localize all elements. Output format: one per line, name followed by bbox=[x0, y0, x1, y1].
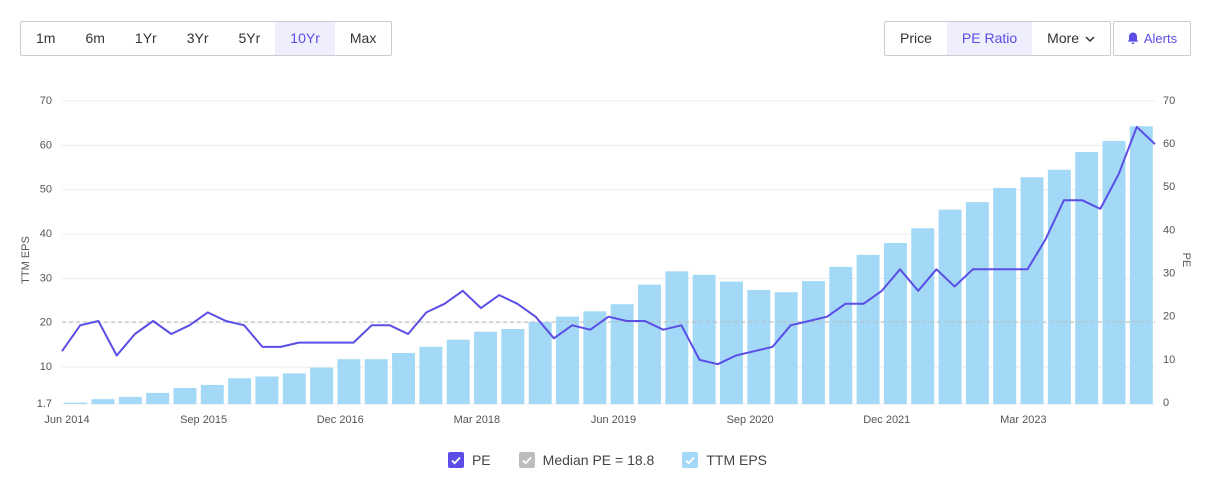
y-tick-label: 50 bbox=[40, 184, 52, 196]
x-tick-label: Mar 2023 bbox=[1000, 414, 1046, 426]
x-tick-label: Dec 2021 bbox=[863, 414, 910, 426]
bar bbox=[364, 359, 388, 404]
y2-tick-label: 30 bbox=[1163, 267, 1175, 279]
bar bbox=[446, 339, 470, 404]
bar bbox=[91, 399, 115, 404]
bar bbox=[993, 187, 1017, 404]
y2-tick-label: 40 bbox=[1163, 224, 1175, 236]
bar bbox=[255, 376, 279, 404]
bar bbox=[1020, 177, 1044, 404]
bar bbox=[747, 289, 771, 404]
check-mark bbox=[522, 456, 532, 465]
bar bbox=[1102, 140, 1126, 404]
bar bbox=[665, 271, 689, 404]
bar bbox=[64, 402, 88, 404]
bar bbox=[556, 316, 579, 404]
y-tick-label: 40 bbox=[40, 228, 52, 240]
range-button[interactable]: 5Yr bbox=[238, 30, 261, 46]
bar bbox=[474, 331, 498, 404]
bar bbox=[310, 367, 334, 404]
bar bbox=[173, 388, 197, 404]
bar bbox=[419, 346, 443, 404]
range-button[interactable]: 1Yr bbox=[134, 30, 157, 46]
bar bbox=[392, 352, 416, 404]
legend-item[interactable]: PE bbox=[447, 452, 491, 468]
range-button[interactable]: 1m bbox=[36, 30, 56, 46]
bar bbox=[883, 242, 907, 404]
bar bbox=[801, 281, 825, 404]
bar bbox=[1047, 169, 1071, 404]
bar bbox=[638, 284, 661, 404]
y2-axis-label: PE bbox=[1180, 253, 1192, 268]
y2-tick-label: 0 bbox=[1163, 397, 1169, 409]
bar bbox=[118, 396, 142, 404]
check-mark bbox=[685, 456, 696, 465]
chevron bbox=[1085, 36, 1095, 43]
bar bbox=[610, 304, 634, 404]
view-button[interactable]: Price bbox=[900, 30, 932, 46]
bar bbox=[528, 321, 552, 404]
bar bbox=[146, 392, 170, 404]
bar bbox=[337, 359, 361, 404]
bar bbox=[692, 274, 716, 404]
bar bbox=[719, 281, 743, 404]
y-tick-label: 1.7 bbox=[37, 398, 52, 410]
legend: PE Median PE = 18.8 TTM EPS bbox=[0, 452, 1215, 468]
y-tick-label: 10 bbox=[40, 361, 52, 373]
view-button[interactable]: PE Ratio bbox=[946, 22, 1033, 55]
x-tick-label: Sep 2020 bbox=[727, 414, 774, 426]
pe-line bbox=[61, 125, 1156, 366]
alerts-label: Alerts bbox=[1143, 31, 1178, 46]
range-button[interactable]: 3Yr bbox=[186, 30, 209, 46]
bar bbox=[501, 329, 525, 404]
legend-label: Median PE = 18.8 bbox=[542, 452, 655, 468]
range-button[interactable]: Max bbox=[349, 30, 377, 46]
y2-tick-label: 60 bbox=[1163, 138, 1175, 150]
bar bbox=[1075, 152, 1099, 404]
bar bbox=[829, 266, 853, 404]
y2-tick-label: 10 bbox=[1163, 354, 1175, 366]
y-tick-label: 70 bbox=[40, 95, 52, 107]
legend-checkbox bbox=[518, 452, 535, 468]
x-tick-label: Jun 2014 bbox=[44, 414, 89, 426]
range-group: 1m 6m 1Yr 3Yr 5Yr 10Yr Max bbox=[20, 21, 393, 56]
bell-icon bbox=[1127, 32, 1139, 45]
x-tick-label: Sep 2015 bbox=[180, 414, 227, 426]
y-tick-label: 20 bbox=[40, 317, 52, 329]
legend-item[interactable]: Median PE = 18.8 bbox=[518, 452, 655, 468]
x-tick-label: Dec 2016 bbox=[317, 414, 364, 426]
y-tick-label: 60 bbox=[40, 139, 52, 151]
alerts-button[interactable]: Alerts bbox=[1113, 21, 1191, 56]
view-button[interactable]: More bbox=[1032, 22, 1110, 55]
range-button[interactable]: 10Yr bbox=[275, 22, 335, 55]
legend-checkbox bbox=[447, 452, 464, 468]
x-tick-label: Jun 2019 bbox=[591, 414, 636, 426]
legend-item[interactable]: TTM EPS bbox=[682, 452, 767, 468]
check-mark bbox=[451, 456, 461, 465]
bar bbox=[583, 311, 607, 404]
bar bbox=[282, 373, 306, 404]
y2-tick-label: 50 bbox=[1163, 181, 1175, 193]
bar bbox=[774, 292, 798, 404]
y2-tick-label: 20 bbox=[1163, 311, 1175, 323]
bar bbox=[938, 209, 962, 404]
legend-label: TTM EPS bbox=[706, 452, 768, 468]
legend-label: PE bbox=[471, 452, 491, 468]
bar bbox=[965, 202, 989, 404]
y-axis-label: TTM EPS bbox=[20, 236, 32, 284]
bar bbox=[1129, 126, 1153, 404]
range-button[interactable]: 6m bbox=[85, 30, 105, 46]
legend-checkbox bbox=[682, 452, 699, 468]
y2-tick-label: 70 bbox=[1163, 95, 1175, 107]
bar bbox=[228, 378, 252, 404]
bar bbox=[200, 384, 224, 404]
x-tick-label: Mar 2018 bbox=[454, 414, 500, 426]
y-tick-label: 30 bbox=[40, 272, 52, 284]
view-group: Price PE Ratio More bbox=[884, 21, 1112, 56]
bar bbox=[911, 228, 935, 404]
bar bbox=[856, 254, 880, 404]
